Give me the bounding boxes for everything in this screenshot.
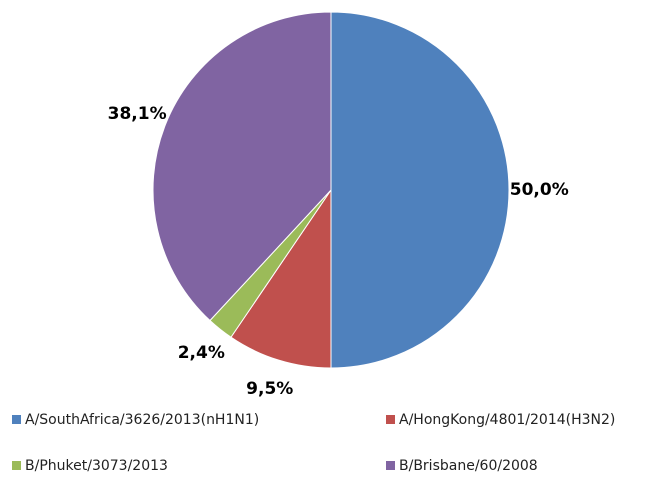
pie-slice — [230, 188, 332, 369]
legend-swatch — [386, 415, 395, 424]
legend-swatch — [12, 415, 21, 424]
legend-swatch — [386, 461, 395, 470]
data-label: 38,1% — [108, 104, 167, 124]
legend-label: A/SouthAfrica/3626/2013(nH1N1) — [25, 412, 259, 428]
legend-label: B/Phuket/3073/2013 — [25, 458, 168, 474]
data-label: 2,4% — [178, 343, 225, 363]
data-label: 50,0% — [510, 180, 569, 200]
pie-slice — [330, 11, 510, 369]
legend-label: B/Brisbane/60/2008 — [399, 458, 538, 474]
pie-slice — [152, 11, 332, 322]
data-label: 9,5% — [246, 379, 293, 399]
legend-label: A/HongKong/4801/2014(H3N2) — [399, 412, 615, 428]
legend-swatch — [12, 461, 21, 470]
